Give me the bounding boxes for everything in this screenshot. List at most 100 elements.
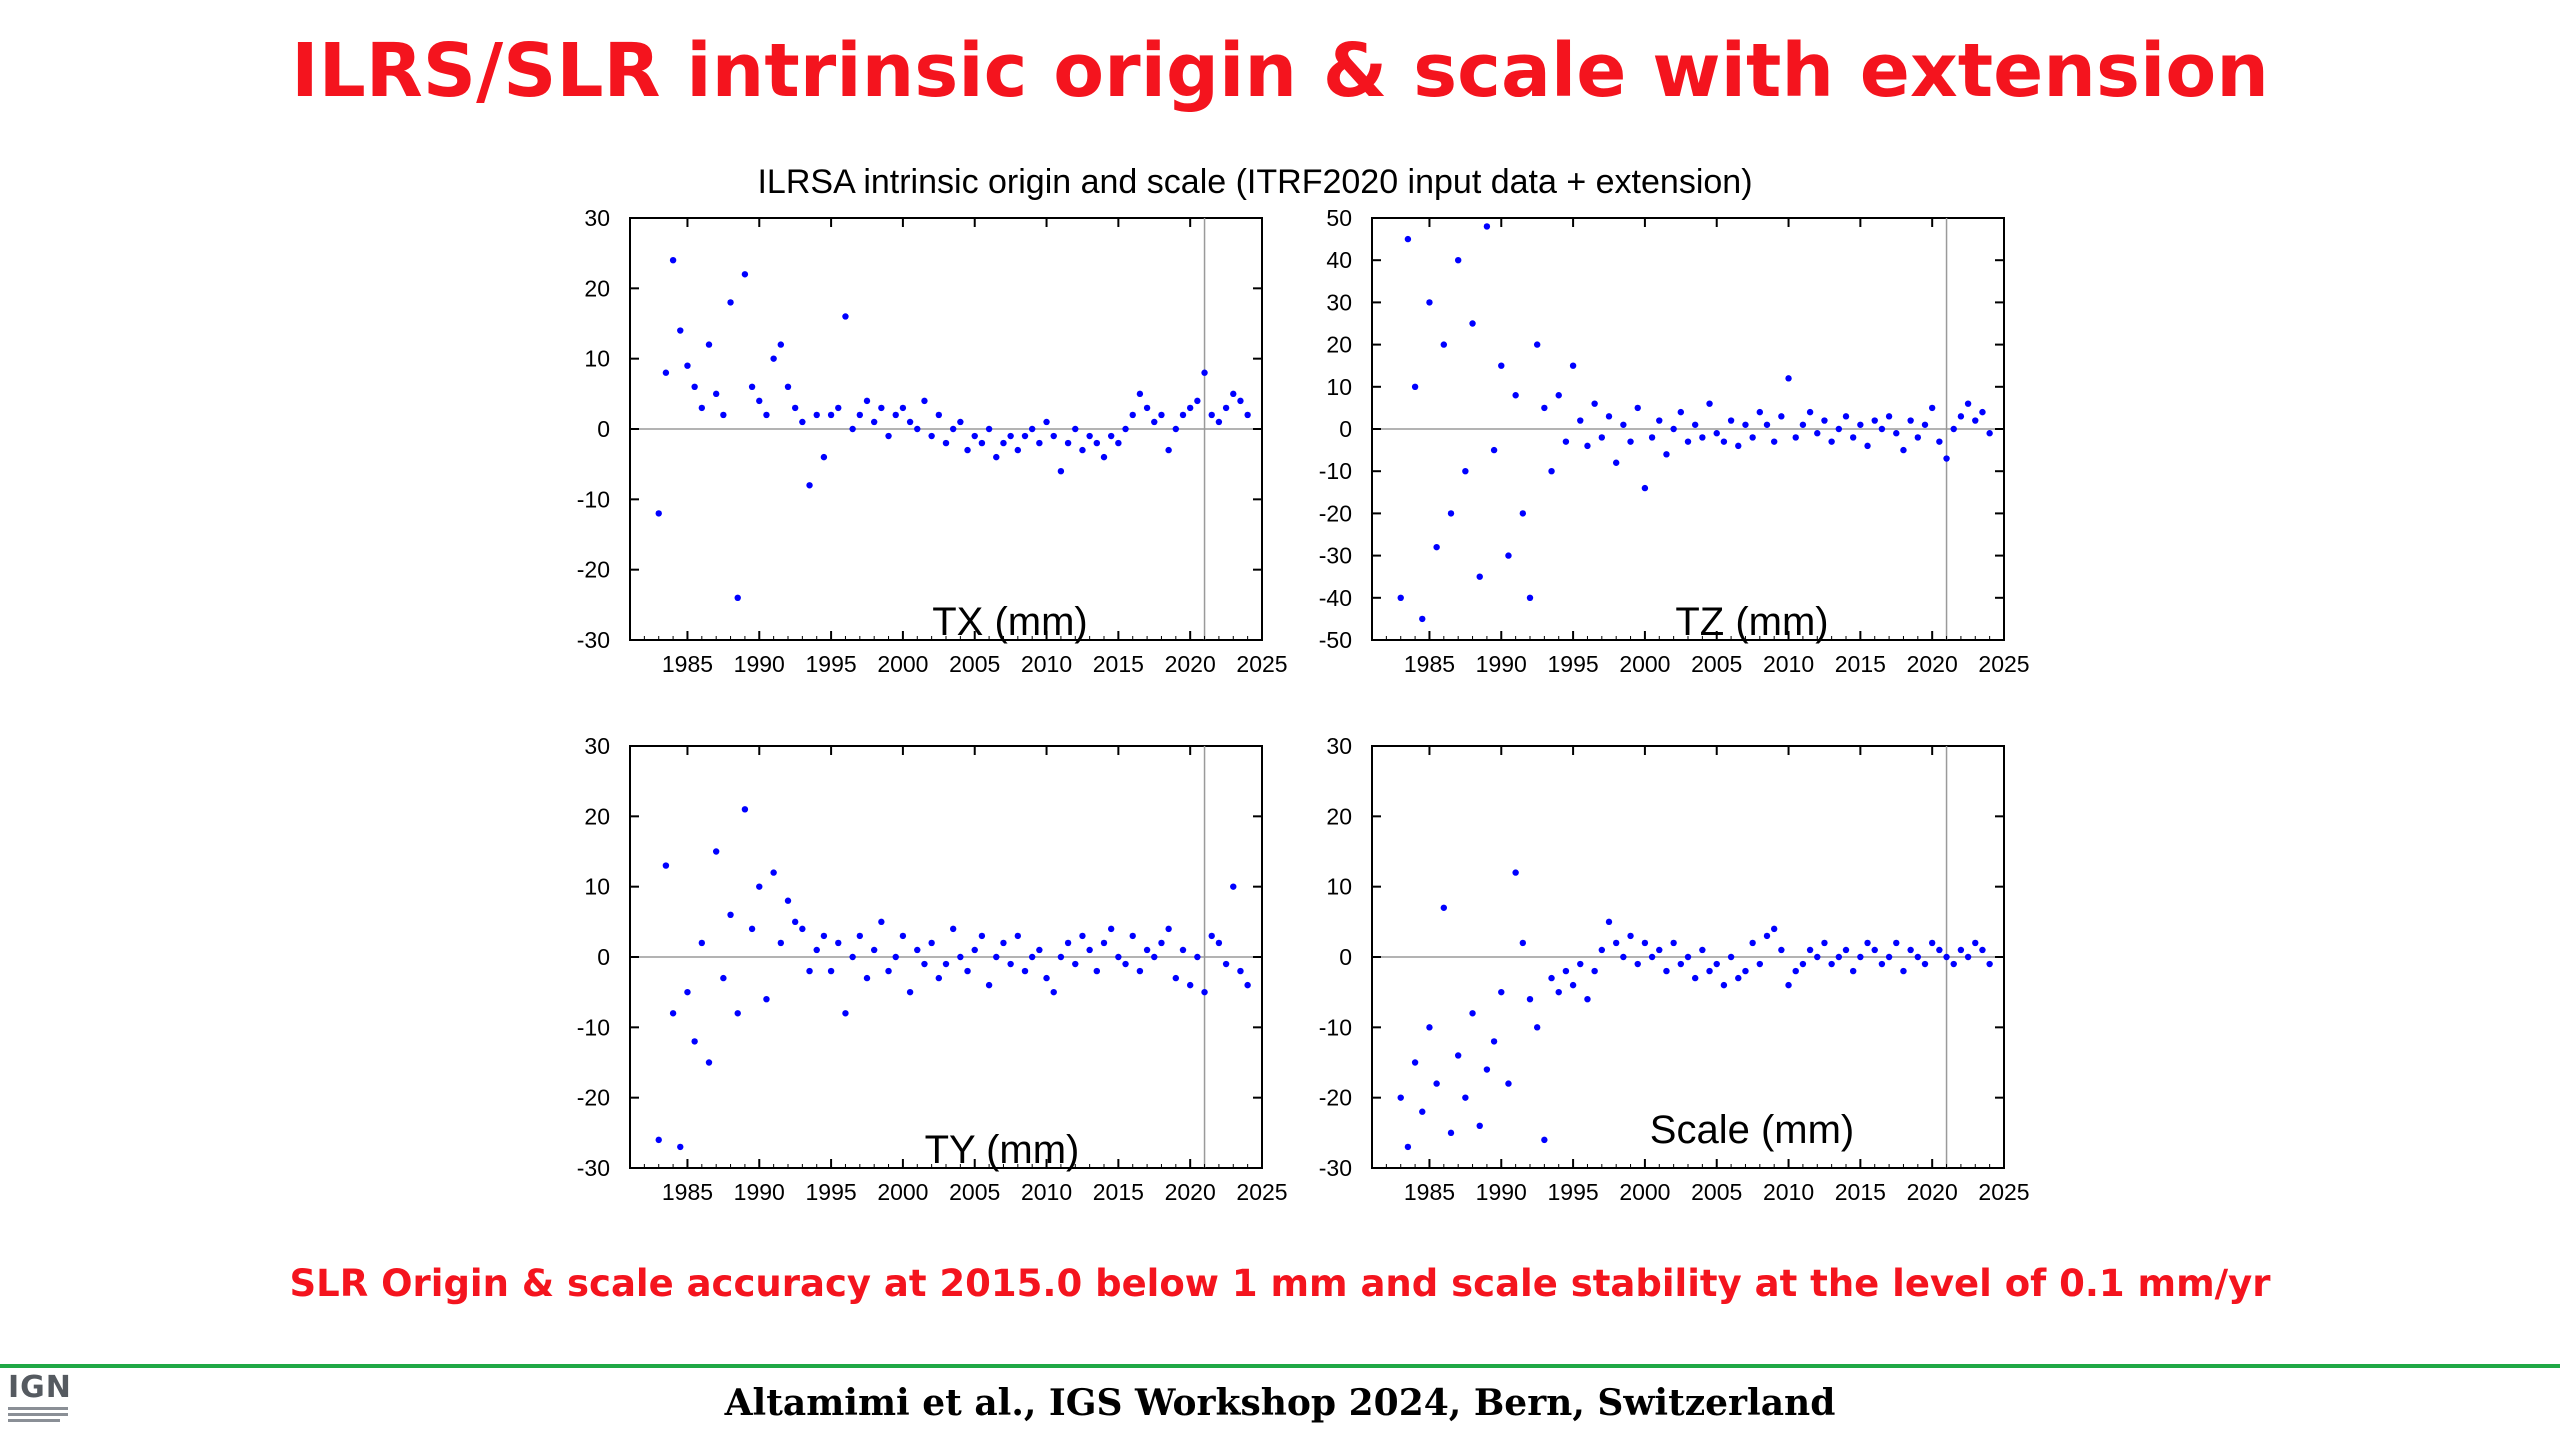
scale-data-point [1792,967,1799,975]
tz-data-point [1627,438,1634,445]
ty-data-point [1230,883,1237,890]
scale-y-tick-label: 20 [1326,803,1352,829]
scale-data-point [1411,1059,1419,1066]
ty-y-tick-label: 0 [597,944,610,970]
tx-data-point [1079,446,1086,454]
ty-data-point [914,946,921,954]
tx-data-point [993,453,1000,461]
ty-data-point [677,1143,684,1151]
ty-data-point [1143,946,1151,954]
tx-data-point [655,510,662,517]
tx-data-point [885,432,892,440]
ty-x-tick-label: 1985 [662,1179,713,1205]
scale-data-point [1878,960,1886,968]
scale-data-point [1426,1024,1433,1031]
tz-data-point [1433,543,1440,551]
tx-data-point [971,432,978,440]
ty-data-point [791,918,799,926]
ty-data-point [748,925,756,933]
scale-data-point [1454,1052,1462,1059]
tz-y-tick-label: 20 [1326,332,1352,358]
ty-data-point [863,974,871,982]
tx-data-point [1237,397,1244,405]
tx-data-point [928,432,935,440]
ty-data-point [741,806,749,813]
scale-data-point [1627,932,1634,940]
scale-data-point [1806,946,1814,954]
tx-data-point [763,411,770,419]
tx-data-point [1100,453,1108,461]
tx-data-point [949,425,957,433]
tz-data-point [1656,417,1663,424]
ty-data-point [1057,953,1065,961]
ty-data-point [993,953,1000,961]
tz-x-tick-label: 2010 [1763,651,1814,677]
scale-data-point [1656,946,1663,954]
tx-data-point [1014,446,1022,454]
tz-data-point [1641,484,1649,492]
tz-y-tick-label: 30 [1326,289,1352,315]
tz-y-tick-label: -20 [1319,500,1352,526]
scale-data-point [1548,974,1555,982]
panel-scale: 1985 1990 1995 2000 2005 2010 2015 2020 2025-30-… [1319,733,2030,1205]
tx-x-tick-label: 1990 [734,651,785,677]
ty-data-point [655,1136,662,1144]
slide-title: ILRS/SLR intrinsic origin & scale with e… [291,28,2269,114]
tz-data-point [1806,408,1814,416]
tx-data-point [1222,404,1230,412]
scale-data-point [1943,953,1950,961]
tx-data-point [820,453,828,461]
tz-data-point [1742,421,1749,428]
scale-data-point [1893,939,1900,947]
logo-lines [8,1407,88,1422]
scale-data-point [1763,932,1771,940]
ty-data-point [1115,953,1122,961]
tx-y-tick-label: 0 [597,416,610,442]
tx-data-point [856,411,864,419]
tz-data-point [1986,430,1993,437]
tz-data-point [1878,425,1886,433]
scale-data-point [1871,946,1878,954]
tx-data-point [863,397,871,405]
tx-y-tick-label: -10 [577,486,610,512]
tz-y-tick-label: -40 [1319,585,1352,611]
tz-data-point [1928,404,1936,412]
scale-data-point [1634,960,1641,968]
scale-data-point [1462,1094,1469,1101]
ty-data-point [971,946,978,954]
ty-data-point [827,967,835,975]
tx-data-point [1201,369,1208,376]
scale-y-tick-label: -30 [1319,1155,1352,1181]
tz-data-point [1598,434,1606,441]
scale-data-point [1433,1080,1440,1087]
scale-data-point [1785,981,1792,989]
tx-data-point [1165,446,1172,454]
scale-data-point [1979,946,1986,954]
figure-title: ILRSA intrinsic origin and scale (ITRF20… [757,163,1752,201]
tz-data-point [1871,417,1878,424]
scale-x-tick-label: 1990 [1476,1179,1527,1205]
tz-x-tick-label: 2000 [1619,651,1670,677]
tx-data-point [1064,439,1072,447]
tz-data-point [1469,320,1476,327]
tz-data-point [1426,299,1433,306]
scale-data-point [1778,946,1785,954]
ty-data-point [1014,932,1022,940]
scale-data-point [1986,960,1993,968]
scale-data-point [1770,925,1778,933]
ty-y-tick-label: -20 [577,1085,610,1111]
tz-data-point [1490,446,1498,454]
tx-y-tick-label: -30 [577,627,610,653]
tx-data-point [784,383,792,390]
tz-data-point [1648,434,1656,441]
tz-y-tick-label: -50 [1319,627,1352,653]
tx-data-point [748,383,756,390]
ty-x-tick-label: 2020 [1165,1179,1216,1205]
ty-data-point [1186,981,1194,989]
tx-data-point [1093,439,1101,447]
tx-data-point [1036,439,1043,447]
tz-data-point [1713,430,1720,437]
ty-data-point [784,897,792,904]
ty-data-point [698,939,706,947]
tx-data-point [1000,439,1007,447]
